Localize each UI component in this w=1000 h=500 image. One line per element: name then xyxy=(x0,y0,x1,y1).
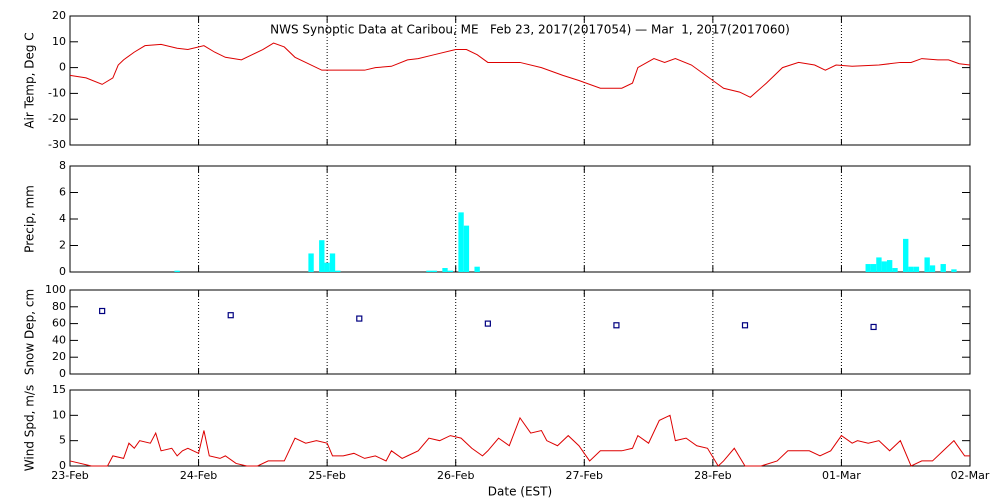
bar xyxy=(474,266,480,272)
point xyxy=(870,323,877,331)
bar xyxy=(940,264,946,272)
x-tick-label: 26-Feb xyxy=(437,469,474,482)
y-tick-label: 40 xyxy=(52,333,66,346)
bar xyxy=(329,253,336,272)
bar xyxy=(865,264,871,272)
y-tick-label: 80 xyxy=(52,300,66,313)
plot-frame xyxy=(69,15,971,146)
bar xyxy=(876,257,882,272)
y-tick-label: 100 xyxy=(45,283,66,296)
bar xyxy=(324,262,330,272)
y-tick-label: 15 xyxy=(52,383,66,396)
bar xyxy=(881,261,887,272)
y-tick-label: -30 xyxy=(48,138,66,151)
y-tick-label: -10 xyxy=(48,86,66,99)
bar xyxy=(908,266,914,272)
y-tick-label: 10 xyxy=(52,35,66,48)
x-axis-label: Date (EST) xyxy=(488,485,552,499)
y-tick-label: 0 xyxy=(59,367,66,380)
x-tick-label: 28-Feb xyxy=(694,469,731,482)
y-tick-label: 0 xyxy=(59,459,66,472)
data-line xyxy=(69,414,970,467)
x-tick-label: 25-Feb xyxy=(308,469,345,482)
bar xyxy=(463,225,470,272)
y-tick-label: 4 xyxy=(59,212,66,225)
y-axis-label: Snow Dep, cm xyxy=(23,289,37,375)
y-tick-label: 2 xyxy=(59,239,66,252)
bar xyxy=(431,270,437,272)
x-tick-label: 27-Feb xyxy=(566,469,603,482)
point xyxy=(613,322,620,329)
bar xyxy=(924,257,930,272)
y-tick-label: 10 xyxy=(52,408,66,421)
point xyxy=(99,307,106,315)
y-tick-label: 6 xyxy=(59,186,66,199)
plot-frame xyxy=(69,165,971,273)
y-tick-label: 5 xyxy=(59,434,66,447)
bar xyxy=(426,270,432,272)
y-tick-label: 8 xyxy=(59,159,66,172)
bar xyxy=(892,268,898,272)
data-line xyxy=(69,42,971,98)
x-tick-label: 23-Feb xyxy=(51,469,88,482)
bar xyxy=(174,270,180,272)
bar xyxy=(319,240,325,272)
bar xyxy=(913,266,920,272)
bar xyxy=(442,268,448,272)
point xyxy=(227,312,234,319)
bar xyxy=(886,260,893,272)
bar xyxy=(929,265,936,272)
x-tick-label: 24-Feb xyxy=(180,469,217,482)
bar xyxy=(458,212,464,272)
plot-frame xyxy=(69,289,971,375)
point xyxy=(484,320,491,327)
point xyxy=(741,322,749,329)
bar xyxy=(335,270,341,272)
y-tick-label: 0 xyxy=(59,265,66,278)
bar xyxy=(951,269,957,272)
point xyxy=(356,315,363,322)
y-axis-label: Air Temp, Deg C xyxy=(23,32,37,128)
bar xyxy=(870,264,877,272)
y-tick-label: 20 xyxy=(52,9,66,22)
bar xyxy=(447,270,454,272)
y-axis-label: Wind Spd, m/s xyxy=(23,385,37,471)
y-tick-label: 20 xyxy=(52,350,66,363)
bar xyxy=(308,253,314,272)
plot-frame xyxy=(69,389,971,467)
x-tick-label: 02-Mar xyxy=(951,469,990,482)
y-tick-label: 60 xyxy=(52,317,66,330)
y-tick-label: 0 xyxy=(59,61,66,74)
chart-title: NWS Synoptic Data at Caribou, ME Feb 23,… xyxy=(270,23,790,37)
y-tick-label: -20 xyxy=(48,112,66,125)
x-tick-label: 01-Mar xyxy=(822,469,861,482)
y-axis-label: Precip, mm xyxy=(23,185,37,253)
bar xyxy=(903,238,909,272)
